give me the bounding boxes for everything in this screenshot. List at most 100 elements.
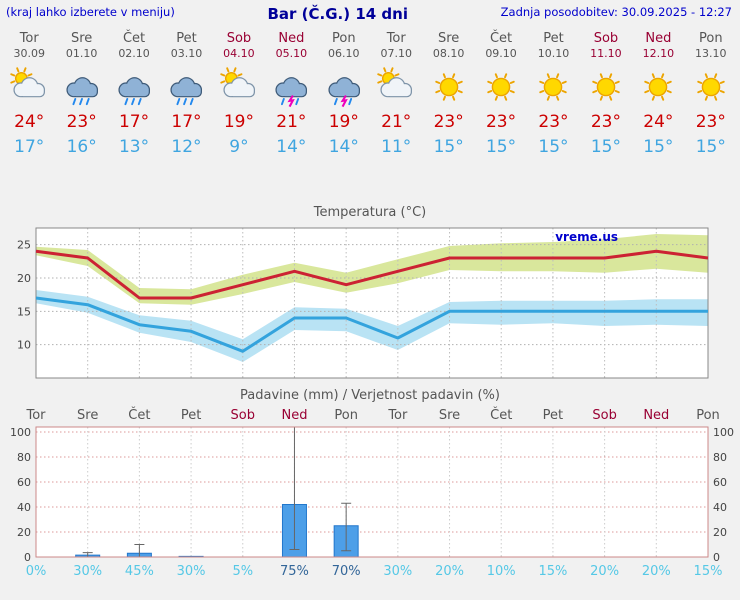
day-cell: Tor 07.10 21° 11° xyxy=(370,31,422,157)
day-low-temp: 14° xyxy=(328,137,359,157)
day-low-temp: 14° xyxy=(276,137,307,157)
day-cell: Pet 10.10 23° 15° xyxy=(527,31,579,157)
day-high-temp: 21° xyxy=(381,112,412,132)
day-cell: Čet 09.10 23° 15° xyxy=(475,31,527,157)
precip-day-label: Pon xyxy=(696,408,720,423)
sun-icon xyxy=(527,63,579,111)
day-cell: Sob 11.10 23° 15° xyxy=(580,31,632,157)
rain-icon xyxy=(55,63,107,111)
day-high-temp: 17° xyxy=(118,112,150,132)
precip-day-label: Sre xyxy=(439,408,460,423)
precip-y-tick-right: 40 xyxy=(713,501,727,514)
precip-y-tick-right: 80 xyxy=(713,451,727,464)
vreme-us-link[interactable]: vreme.us xyxy=(555,230,618,244)
sun-icon xyxy=(475,63,527,111)
precip-chart-title: Padavine (mm) / Verjetnost padavin (%) xyxy=(240,388,500,403)
forecast-days-row: Tor 30.09 24° 17° Sre 01.10 23° 16° Čet 02.10 17° 1… xyxy=(0,31,740,157)
last-update: Zadnja posodobitev: 30.09.2025 - 12:27 xyxy=(500,5,732,19)
storm-icon xyxy=(318,63,370,111)
precip-y-tick-right: 20 xyxy=(713,526,727,539)
precip-y-tick-right: 100 xyxy=(713,426,734,439)
day-low-temp: 15° xyxy=(433,137,464,157)
precip-chart-block: Padavine (mm) / Verjetnost padavin (%) T… xyxy=(0,388,740,579)
day-date: 01.10 xyxy=(65,47,98,60)
day-date: 08.10 xyxy=(432,47,465,60)
day-high-temp: 23° xyxy=(485,112,517,132)
day-date: 11.10 xyxy=(590,47,622,60)
precip-plot-area xyxy=(36,427,708,557)
day-name: Pet xyxy=(176,31,197,46)
precip-y-tick-left: 40 xyxy=(17,501,31,514)
precip-probability: 15% xyxy=(538,564,567,579)
day-name: Čet xyxy=(489,31,513,46)
day-date: 12.10 xyxy=(642,47,675,60)
day-high-temp: 23° xyxy=(538,112,569,132)
temp-y-tick: 25 xyxy=(17,239,31,252)
precip-probability: 45% xyxy=(125,564,154,579)
day-cell: Ned 12.10 24° 15° xyxy=(632,31,684,157)
precip-probability: 10% xyxy=(487,564,516,579)
precip-day-label: Sob xyxy=(231,408,255,423)
precip-y-tick-right: 0 xyxy=(713,551,720,564)
temp-y-tick: 15 xyxy=(17,305,31,318)
precip-probability: 5% xyxy=(232,564,253,579)
day-date: 10.10 xyxy=(537,47,570,60)
precip-day-label: Pet xyxy=(181,408,201,423)
storm-icon xyxy=(265,63,317,111)
precip-day-label: Pon xyxy=(334,408,358,423)
day-high-temp: 24° xyxy=(643,112,674,132)
precip-day-label: Tor xyxy=(25,408,46,423)
precip-probability: 15% xyxy=(694,564,723,579)
temp-min-line xyxy=(35,296,708,353)
precip-probability: 30% xyxy=(383,564,412,579)
day-name: Ned xyxy=(278,31,305,46)
precip-day-label: Ned xyxy=(643,408,669,423)
day-low-temp: 13° xyxy=(118,137,150,157)
day-cell: Tor 30.09 24° 17° xyxy=(3,31,55,157)
precip-day-label: Sob xyxy=(592,408,616,423)
precip-probability: 20% xyxy=(590,564,619,579)
day-name: Pon xyxy=(331,31,356,46)
precip-day-label: Ned xyxy=(281,408,307,423)
day-date: 13.10 xyxy=(695,47,727,60)
day-date: 06.10 xyxy=(328,47,360,60)
day-name: Pet xyxy=(543,31,564,46)
page-title: Bar (Č.G.) 14 dni xyxy=(267,5,408,23)
precip-day-label: Čet xyxy=(128,407,150,423)
day-low-temp: 9° xyxy=(229,137,249,157)
day-low-temp: 15° xyxy=(590,137,621,157)
precip-day-label: Čet xyxy=(490,407,512,423)
day-date: 09.10 xyxy=(485,47,517,60)
day-name: Sob xyxy=(226,31,252,46)
day-high-temp: 23° xyxy=(695,112,726,132)
day-cell: Sre 08.10 23° 15° xyxy=(422,31,474,157)
day-high-temp: 24° xyxy=(14,112,45,132)
precip-probability: 20% xyxy=(435,564,464,579)
rain-icon xyxy=(108,63,160,111)
sun-cloud-icon xyxy=(3,63,55,111)
day-date: 07.10 xyxy=(380,47,412,60)
day-date: 04.10 xyxy=(223,47,255,60)
day-cell: Sob 04.10 19° 9° xyxy=(213,31,265,157)
rain-icon xyxy=(160,63,212,111)
day-cell: Pon 13.10 23° 15° xyxy=(685,31,737,157)
temperature-chart-title: Temperatura (°C) xyxy=(313,205,427,220)
precip-probability: 30% xyxy=(177,564,206,579)
precip-y-tick-right: 60 xyxy=(713,476,727,489)
day-cell: Sre 01.10 23° 16° xyxy=(55,31,107,157)
day-name: Pon xyxy=(698,31,723,46)
temp-plot-frame xyxy=(35,227,709,379)
precip-probability: 0% xyxy=(26,564,47,579)
sun-icon xyxy=(422,63,474,111)
sun-icon xyxy=(632,63,684,111)
precip-probability: 20% xyxy=(642,564,671,579)
day-date: 02.10 xyxy=(118,47,150,60)
day-low-temp: 11° xyxy=(381,137,412,157)
day-name: Čet xyxy=(122,31,146,46)
day-name: Ned xyxy=(645,31,672,46)
menu-hint: (kraj lahko izberete v meniju) xyxy=(6,5,175,19)
day-high-temp: 23° xyxy=(66,112,97,132)
temp-y-tick: 20 xyxy=(17,272,31,285)
precip-day-label: Sre xyxy=(77,408,98,423)
precip-probability: 70% xyxy=(332,564,361,579)
